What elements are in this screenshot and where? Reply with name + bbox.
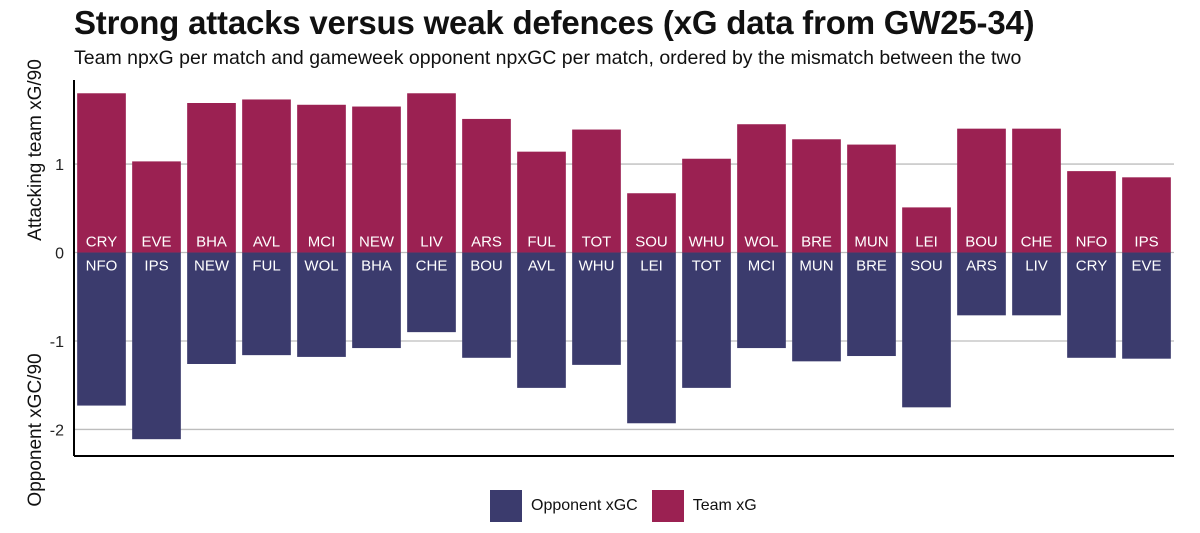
bar-opponent-xgc xyxy=(297,252,346,357)
bar-opponent-xgc xyxy=(352,252,401,349)
opponent-label: BRE xyxy=(856,258,887,275)
team-label: LIV xyxy=(420,234,443,251)
bar-team-xg xyxy=(847,144,896,253)
legend-item-team: Team xG xyxy=(651,490,757,522)
team-label: AVL xyxy=(253,234,280,251)
opponent-label: WOL xyxy=(304,258,338,275)
bar-team-xg xyxy=(352,106,401,253)
opponent-label: BOU xyxy=(470,258,503,275)
chart-title: Strong attacks versus weak defences (xG … xyxy=(74,4,1035,41)
team-label: BRE xyxy=(801,234,832,251)
opponent-label: LEI xyxy=(640,258,663,275)
y-tick-label: 0 xyxy=(55,246,64,263)
team-label: MUN xyxy=(854,234,888,251)
bar-team-xg xyxy=(1122,177,1171,253)
legend-item-opponent: Opponent xGC xyxy=(490,490,638,522)
team-label: ARS xyxy=(471,234,502,251)
y-tick-label: -2 xyxy=(50,422,64,439)
bar-opponent-xgc xyxy=(132,252,181,440)
opponent-label: WHU xyxy=(579,258,615,275)
bar-opponent-xgc xyxy=(572,252,621,365)
bar-team-xg xyxy=(792,139,841,253)
team-label: SOU xyxy=(635,234,668,251)
y-axis-title-top: Attacking team xG/90 xyxy=(25,59,46,241)
bar-opponent-xgc xyxy=(902,252,951,408)
bar-team-xg xyxy=(957,128,1006,253)
opponent-label: CHE xyxy=(416,258,448,275)
bar-team-xg xyxy=(242,99,291,253)
team-label: MCI xyxy=(308,234,336,251)
team-label: NEW xyxy=(359,234,395,251)
bar-team-xg xyxy=(462,118,511,253)
opponent-label: LIV xyxy=(1025,258,1048,275)
bar-opponent-xgc xyxy=(847,252,896,357)
team-label: TOT xyxy=(582,234,612,251)
bar-opponent-xgc xyxy=(462,252,511,358)
team-label: BHA xyxy=(196,234,227,251)
legend-swatch-opponent xyxy=(490,490,522,522)
bar-team-xg xyxy=(1067,171,1116,253)
bar-team-xg xyxy=(517,151,566,253)
team-label: LEI xyxy=(915,234,938,251)
bar-opponent-xgc xyxy=(792,252,841,362)
y-tick-label: -1 xyxy=(50,334,64,351)
bar-opponent-xgc xyxy=(77,252,126,406)
bar-team-xg xyxy=(407,93,456,253)
bar-team-xg xyxy=(737,124,786,253)
bar-team-xg xyxy=(187,103,236,253)
legend: Opponent xGC Team xG xyxy=(490,490,771,522)
opponent-label: MUN xyxy=(799,258,833,275)
bar-team-xg xyxy=(1012,128,1061,253)
bar-team-xg xyxy=(627,193,676,253)
opponent-label: MCI xyxy=(748,258,776,275)
bar-team-xg xyxy=(132,161,181,253)
chart-subtitle: Team npxG per match and gameweek opponen… xyxy=(74,47,1022,69)
legend-label-opponent: Opponent xGC xyxy=(531,497,638,514)
bar-opponent-xgc xyxy=(407,252,456,333)
bar-opponent-xgc xyxy=(187,252,236,364)
legend-swatch-team xyxy=(651,490,684,522)
bar-team-xg xyxy=(572,129,621,253)
opponent-label: TOT xyxy=(692,258,722,275)
opponent-label: ARS xyxy=(966,258,997,275)
opponent-label: NEW xyxy=(194,258,230,275)
bar-opponent-xgc xyxy=(242,252,291,356)
opponent-label: NFO xyxy=(86,258,118,275)
team-label: EVE xyxy=(141,234,171,251)
bar-opponent-xgc xyxy=(682,252,731,388)
opponent-label: FUL xyxy=(252,258,280,275)
bar-opponent-xgc xyxy=(957,252,1006,316)
team-label: BOU xyxy=(965,234,998,251)
team-label: CRY xyxy=(86,234,117,251)
opponent-label: BHA xyxy=(361,258,392,275)
bar-team-xg xyxy=(297,104,346,253)
bar-team-xg xyxy=(77,93,126,253)
opponent-label: IPS xyxy=(144,258,168,275)
bar-opponent-xgc xyxy=(517,252,566,388)
team-label: WHU xyxy=(689,234,725,251)
team-label: NFO xyxy=(1076,234,1108,251)
bar-opponent-xgc xyxy=(737,252,786,349)
bar-team-xg xyxy=(682,158,731,253)
bar-opponent-xgc xyxy=(1012,252,1061,316)
opponent-label: AVL xyxy=(528,258,555,275)
team-label: WOL xyxy=(744,234,778,251)
team-label: IPS xyxy=(1134,234,1158,251)
bar-opponent-xgc xyxy=(627,252,676,424)
team-label: FUL xyxy=(527,234,555,251)
opponent-label: CRY xyxy=(1076,258,1107,275)
opponent-label: SOU xyxy=(910,258,943,275)
y-tick-label: 1 xyxy=(55,157,64,174)
y-axis-title-bottom: Opponent xGC/90 xyxy=(25,353,46,506)
team-label: CHE xyxy=(1021,234,1053,251)
opponent-label: EVE xyxy=(1131,258,1161,275)
bar-opponent-xgc xyxy=(1122,252,1171,359)
legend-label-team: Team xG xyxy=(692,497,757,514)
bar-team-xg xyxy=(902,207,951,253)
bar-opponent-xgc xyxy=(1067,252,1116,358)
